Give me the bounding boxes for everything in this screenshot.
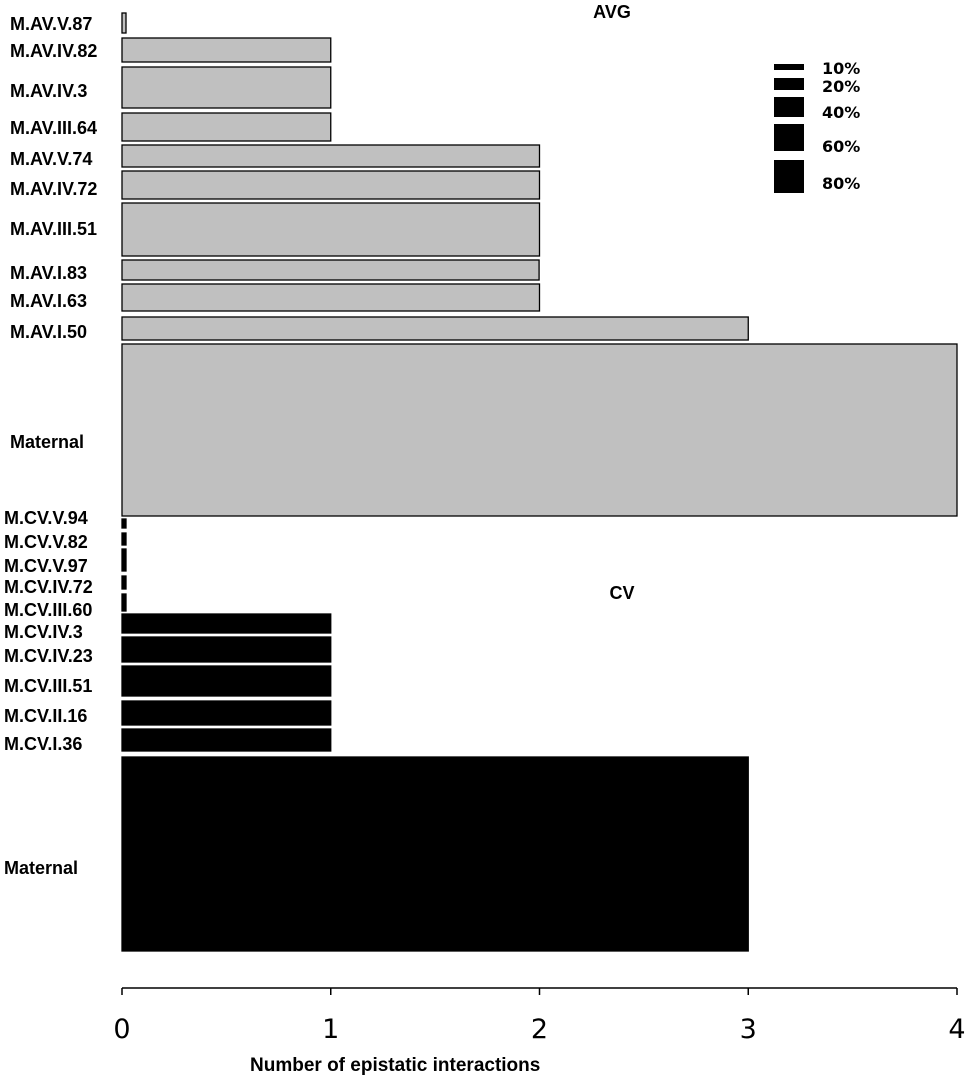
- bar-avg-3: [121, 112, 332, 142]
- bar-label-avg-8: M.AV.I.63: [10, 291, 87, 311]
- bar-cv-9: [121, 728, 332, 752]
- bar-avg-1: [121, 37, 332, 63]
- bar-label-cv-6: M.CV.IV.23: [4, 646, 93, 666]
- bar-cv-0: [121, 518, 127, 529]
- bar-label-cv-10: Maternal: [4, 858, 78, 878]
- bar-avg-0: [121, 12, 127, 34]
- bar-label-cv-0: M.CV.V.94: [4, 508, 88, 528]
- bar-label-cv-7: M.CV.III.51: [4, 676, 92, 696]
- bar-label-avg-1: M.AV.IV.82: [10, 41, 97, 61]
- bar-cv-6: [121, 636, 332, 663]
- x-tick-label-3: 3: [740, 1014, 757, 1045]
- legend-label-3: 60%: [822, 137, 860, 156]
- legend-swatch-3: [774, 124, 804, 151]
- bar-cv-5: [121, 613, 332, 634]
- bar-label-avg-4: M.AV.V.74: [10, 149, 92, 169]
- bar-label-avg-3: M.AV.III.64: [10, 118, 97, 138]
- bar-label-avg-5: M.AV.IV.72: [10, 179, 97, 199]
- bar-cv-8: [121, 700, 332, 726]
- bar-avg-6: [121, 202, 541, 257]
- bar-label-cv-5: M.CV.IV.3: [4, 622, 83, 642]
- bar-avg-5: [121, 170, 541, 200]
- bar-avg-9: [121, 316, 749, 341]
- x-tick-label-0: 0: [113, 1014, 130, 1045]
- bar-label-avg-10: Maternal: [10, 432, 84, 452]
- legend-label-4: 80%: [822, 174, 860, 193]
- bar-label-avg-6: M.AV.III.51: [10, 219, 97, 239]
- legend-swatch-2: [774, 97, 804, 117]
- legend-swatch-0: [774, 64, 804, 70]
- x-axis-title: Number of epistatic interactions: [250, 1055, 540, 1076]
- legend-swatch-1: [774, 78, 804, 90]
- bar-cv-2: [121, 548, 127, 572]
- bar-label-avg-2: M.AV.IV.3: [10, 81, 87, 101]
- bar-cv-3: [121, 575, 127, 590]
- legend-label-0: 10%: [822, 59, 860, 78]
- legend-label-1: 20%: [822, 77, 860, 96]
- bar-label-cv-3: M.CV.IV.72: [4, 577, 93, 597]
- bar-avg-8: [121, 283, 541, 312]
- bar-label-cv-2: M.CV.V.97: [4, 556, 88, 576]
- panel-title-avg: AVG: [593, 2, 631, 22]
- bar-cv-4: [121, 593, 127, 612]
- panel-title-cv: CV: [609, 583, 634, 603]
- bar-cv-1: [121, 532, 127, 546]
- bar-avg-4: [121, 144, 541, 168]
- bar-label-cv-4: M.CV.III.60: [4, 600, 92, 620]
- bar-label-avg-7: M.AV.I.83: [10, 263, 87, 283]
- x-tick-label-4: 4: [948, 1014, 965, 1045]
- x-tick-label-1: 1: [322, 1014, 339, 1045]
- bar-avg-2: [121, 66, 332, 109]
- legend-label-2: 40%: [822, 103, 860, 122]
- bar-cv-10: [121, 756, 749, 952]
- bar-label-cv-9: M.CV.I.36: [4, 734, 82, 754]
- legend-swatch-4: [774, 160, 804, 193]
- bar-cv-7: [121, 665, 332, 697]
- bar-avg-10: [121, 343, 958, 517]
- bar-label-avg-9: M.AV.I.50: [10, 322, 87, 342]
- x-tick-label-2: 2: [531, 1014, 548, 1045]
- bar-avg-7: [121, 259, 540, 281]
- bar-label-cv-8: M.CV.II.16: [4, 706, 87, 726]
- bar-label-cv-1: M.CV.V.82: [4, 532, 88, 552]
- bar-label-avg-0: M.AV.V.87: [10, 14, 92, 34]
